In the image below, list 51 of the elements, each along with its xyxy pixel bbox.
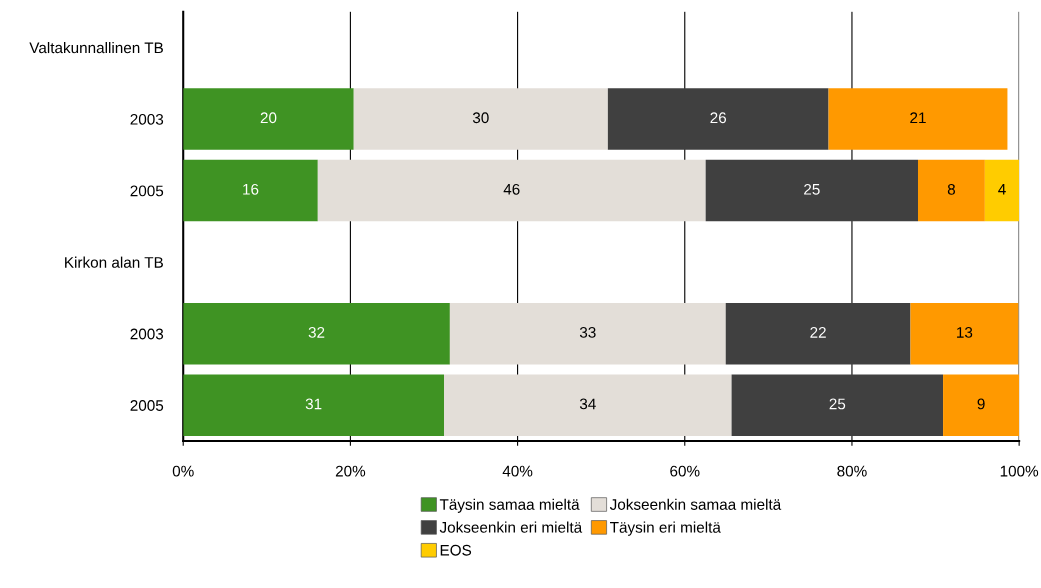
- data-label: 34: [579, 398, 596, 410]
- x-tick-label: 100%: [1000, 465, 1039, 477]
- bar: [917, 159, 985, 222]
- data-label: 26: [710, 112, 727, 124]
- bar: [705, 159, 918, 222]
- bar: [943, 374, 1020, 436]
- x-tick-label: 0%: [172, 465, 194, 477]
- y-tick-label: 2005: [130, 185, 164, 197]
- legend-label: EOS: [440, 544, 472, 556]
- bar: [183, 88, 354, 150]
- data-label: 4: [998, 184, 1006, 195]
- bar: [984, 159, 1020, 222]
- data-label: 13: [957, 326, 973, 338]
- y-tick-label: 2003: [130, 328, 164, 340]
- bar: [183, 374, 445, 436]
- data-label: 25: [804, 183, 820, 195]
- legend-label: Täysin eri mieltä: [610, 521, 721, 536]
- legend-label: Jokseenkin eri mieltä: [439, 521, 583, 533]
- bar: [183, 159, 318, 222]
- bar: [607, 88, 829, 150]
- legend-label: Jokseenkin samaa mieltä: [609, 498, 782, 510]
- data-label: 21: [910, 112, 926, 124]
- data-label: 9: [977, 398, 985, 410]
- bar: [910, 302, 1019, 365]
- bar: [444, 374, 732, 436]
- bar: [731, 374, 944, 436]
- data-label: 32: [308, 326, 325, 338]
- data-label: 33: [579, 326, 596, 338]
- data-label: 8: [947, 183, 956, 195]
- x-tick-label: 60%: [670, 465, 700, 477]
- data-label: 46: [503, 183, 520, 195]
- data-label: 25: [829, 398, 846, 410]
- bar: [317, 159, 706, 222]
- bar: [449, 302, 726, 365]
- y-tick-label: 2003: [130, 113, 164, 125]
- bar: [828, 88, 1008, 150]
- x-tick-label: 40%: [502, 465, 533, 477]
- legend-label: Täysin samaa mieltä: [439, 498, 580, 513]
- bar: [353, 88, 608, 150]
- data-label: 30: [472, 112, 489, 124]
- bar: [725, 302, 911, 365]
- x-tick-label: 80%: [837, 465, 867, 477]
- y-tick-label: Valtakunnallinen TB: [29, 41, 163, 54]
- data-label: 16: [243, 183, 259, 195]
- y-tick-label: Kirkon alan TB: [65, 256, 163, 268]
- x-tick-label: 20%: [335, 465, 366, 477]
- y-tick-label: 2005: [130, 400, 164, 411]
- data-label: 22: [810, 326, 826, 338]
- data-label: 20: [260, 112, 277, 124]
- bar: [183, 302, 450, 365]
- data-label: 31: [305, 398, 322, 410]
